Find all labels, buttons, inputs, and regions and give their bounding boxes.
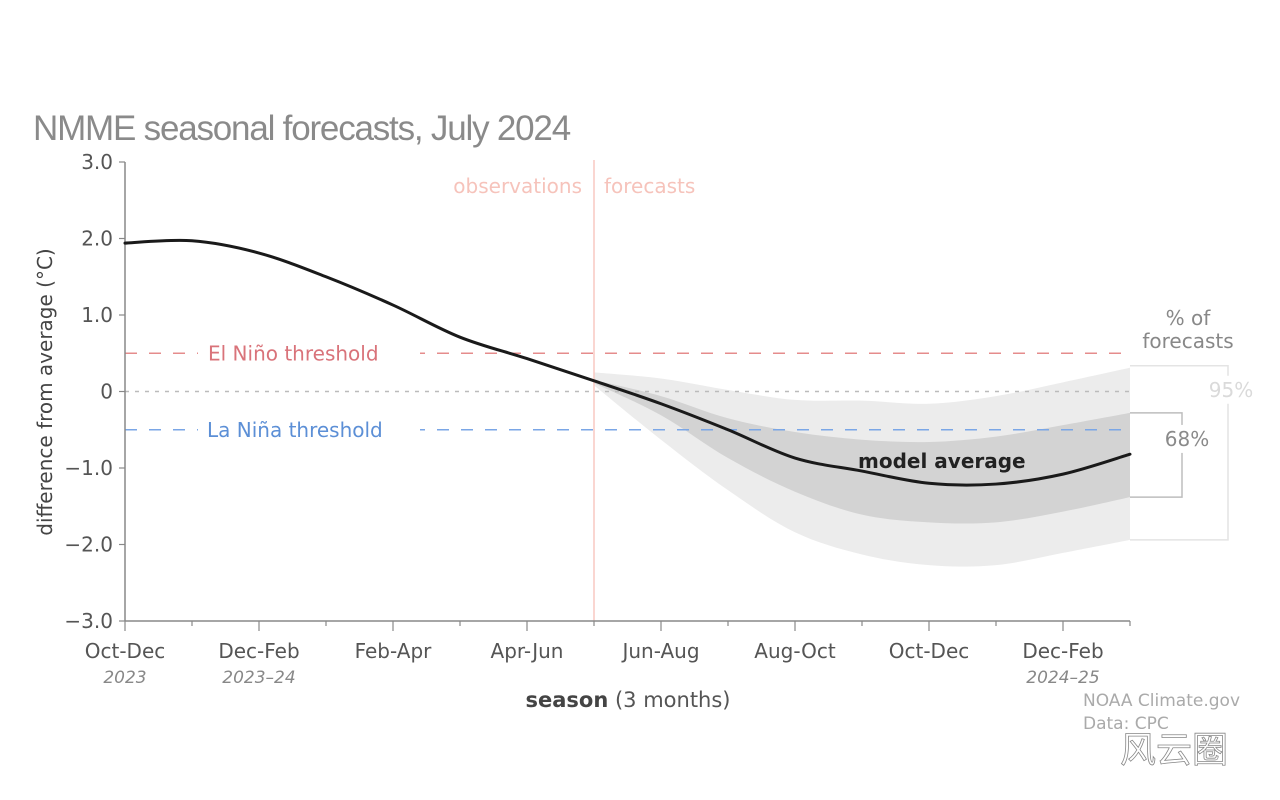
forecasts-label: forecasts: [604, 174, 695, 198]
la-nina-label-bg: [198, 415, 420, 444]
legend-bracket-68: [1130, 412, 1183, 498]
y-tick-label: −3.0: [64, 609, 113, 633]
legend-title-line1: % of: [1166, 306, 1212, 330]
x-axis-label-bold: season: [526, 688, 609, 712]
y-tick-label: 0: [100, 380, 113, 404]
axes: 3.0 2.0 1.0 0 −1.0 −2.0 −3.0 Oct-Dec 2023 Dec-Feb…: [64, 150, 1131, 688]
credit-source: NOAA Climate.gov: [1083, 691, 1240, 711]
y-tick-label: −2.0: [64, 533, 113, 557]
y-tick-label: −1.0: [64, 456, 113, 480]
annotations: El Niño threshold La Niña threshold observ…: [198, 174, 1260, 541]
x-tick-label: Feb-Apr: [355, 639, 433, 663]
credit-data: Data: CPC: [1083, 714, 1169, 734]
forecast-bands: [594, 367, 1130, 567]
el-nino-threshold-label: El Niño threshold: [208, 341, 379, 365]
watermark: 风云圈: [1120, 730, 1228, 771]
legend-68-label-bg: [1158, 424, 1216, 453]
chart-title: NMME seasonal forecasts, July 2024: [33, 109, 571, 148]
model-average-label: model average: [858, 449, 1026, 473]
x-tick-year-label: 2023: [103, 668, 146, 688]
x-tick-year-label: 2024–25: [1026, 668, 1099, 688]
x-axis-label-rest: (3 months): [608, 688, 730, 712]
legend-title-line2: forecasts: [1142, 329, 1233, 353]
observations-label: observations: [453, 174, 582, 198]
model-average-line: [123, 238, 1132, 487]
band-68-percent: [594, 380, 1130, 524]
x-tick-label: Jun-Aug: [620, 639, 699, 663]
el-nino-label-bg: [198, 339, 420, 368]
x-tick-label: Oct-Dec: [889, 639, 970, 663]
la-nina-threshold-label: La Niña threshold: [207, 418, 383, 442]
x-tick-label: Dec-Feb: [1022, 639, 1103, 663]
y-tick-label: 2.0: [81, 227, 113, 251]
x-tick-year-label: 2023–24: [222, 668, 295, 688]
y-axis-label: difference from average (°C): [33, 248, 57, 535]
legend-bracket-95: [1130, 365, 1229, 541]
x-tick-label: Oct-Dec: [85, 639, 166, 663]
y-tick-label: 1.0: [81, 303, 113, 327]
legend-68-label: 68%: [1165, 427, 1209, 451]
series-layer: [123, 238, 1132, 487]
legend-95-label: 95%: [1209, 378, 1253, 402]
x-tick-label: Apr-Jun: [491, 639, 564, 663]
x-tick-label: Aug-Oct: [754, 639, 836, 663]
x-tick-label: Dec-Feb: [218, 639, 299, 663]
y-tick-label: 3.0: [81, 150, 113, 174]
legend-95-label-bg: [1200, 375, 1260, 404]
x-axis-label: season (3 months): [526, 688, 731, 712]
